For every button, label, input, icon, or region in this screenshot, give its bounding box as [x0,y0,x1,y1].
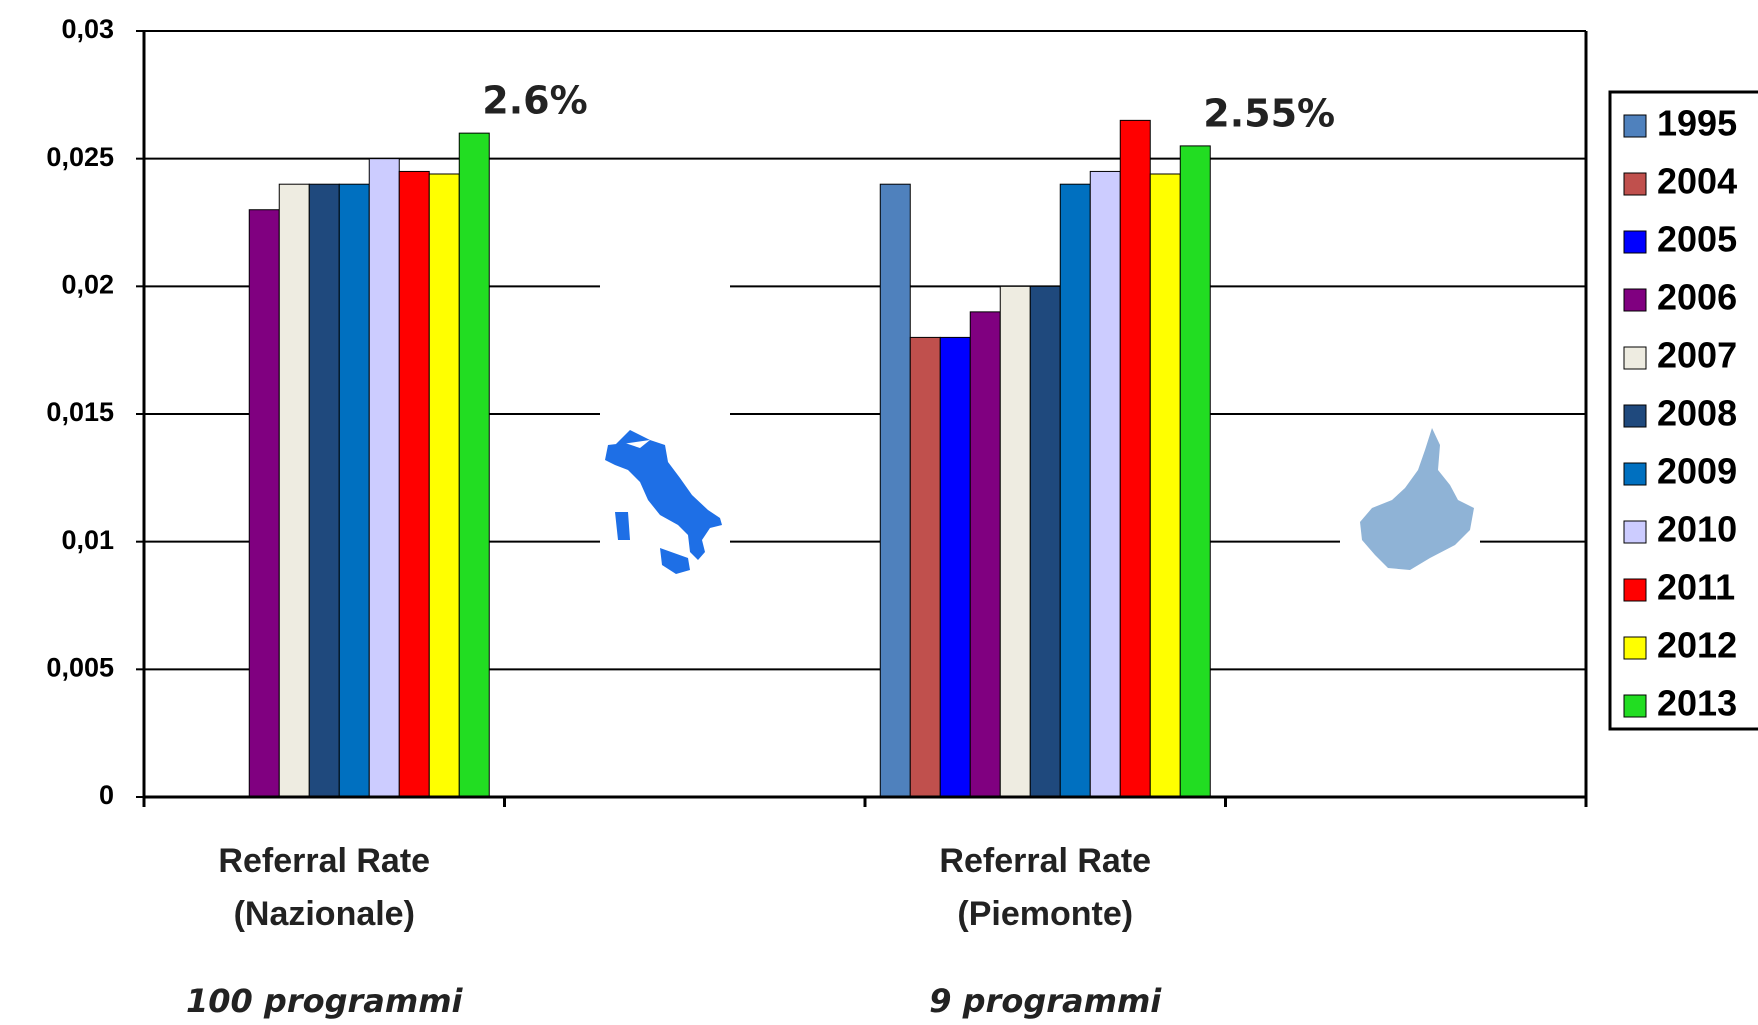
legend-label: 2006 [1657,277,1737,318]
bar [1149,173,1181,798]
bar [1059,183,1091,798]
legend-swatch [1623,694,1647,718]
legend-label: 2009 [1657,451,1737,492]
bar [458,132,490,798]
bars: 2.6% 2.55% [248,79,1335,798]
legend-label: 2007 [1657,335,1737,376]
legend-swatch [1623,346,1647,370]
x-tick-label: Referral Rate (Piemonte) [939,842,1152,933]
legend-swatch [1623,114,1647,138]
legend-label: 2008 [1657,393,1737,434]
legend-label: 2010 [1657,509,1737,550]
category-note: 9 programmi [929,982,1162,1020]
bar [398,170,430,798]
bar [1089,170,1121,798]
y-tick-label: 0,025 [46,142,114,172]
bar [368,158,400,798]
bar [939,336,971,798]
legend-swatch [1623,520,1647,544]
category-note: 100 programmi [185,982,463,1020]
legend-label: 2005 [1657,219,1737,260]
bar [879,183,911,798]
legend-swatch [1623,172,1647,196]
y-tick-label: 0,015 [46,397,114,427]
bar [1029,285,1061,798]
value-label: 2.55% [1203,91,1335,135]
legend-swatch [1623,636,1647,660]
y-tick-label: 0,01 [61,525,114,555]
y-tick-label: 0,005 [46,652,114,682]
bar [999,285,1031,798]
x-tick-label: Referral Rate (Nazionale) [218,842,431,933]
bar [1119,119,1151,798]
legend-label: 2011 [1657,567,1735,608]
legend-label: 1995 [1657,103,1737,144]
italy-map [600,262,730,582]
axes: 0 0,005 0,01 0,015 0,02 0,025 0,03 [46,14,1588,810]
legend-swatch [1623,230,1647,254]
y-tick-label: 0,02 [61,269,114,299]
legend-swatch [1623,404,1647,428]
legend-label: 2012 [1657,625,1737,666]
bar [909,336,941,798]
bar [308,183,340,798]
value-label: 2.6% [482,79,587,123]
bar [969,311,1001,798]
legend-swatch [1623,462,1647,486]
piemonte-map [1340,420,1480,580]
bar [278,183,310,798]
y-tick-label: 0,03 [61,14,114,44]
bar [248,209,280,798]
bar [1179,145,1211,798]
y-tick-label: 0 [99,780,114,810]
legend-label: 2004 [1657,161,1737,202]
bar [338,183,370,798]
legend-swatch [1623,288,1647,312]
bar [428,173,460,798]
legend-label: 2013 [1657,683,1737,724]
legend-swatch [1623,578,1647,602]
